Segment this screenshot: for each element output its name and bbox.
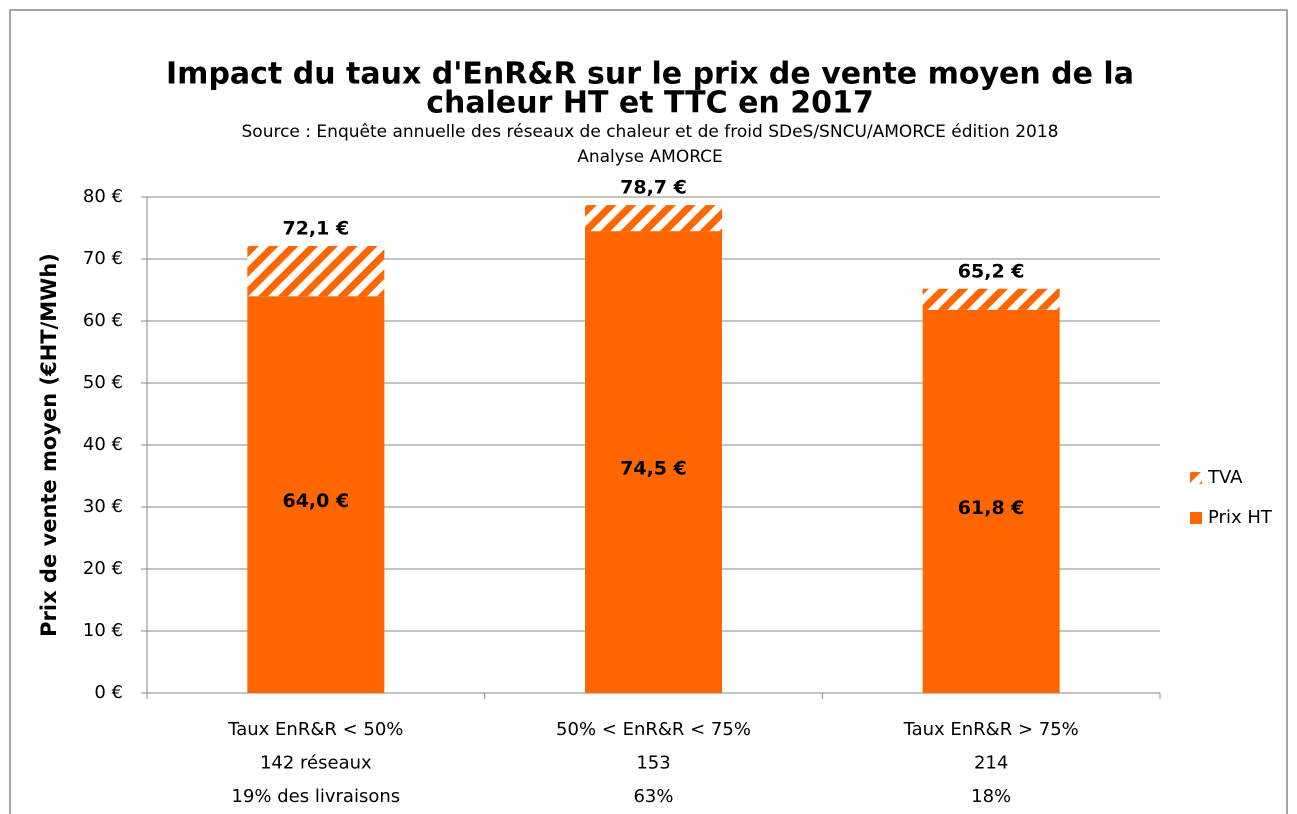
data-label: 74,5 € — [620, 458, 687, 480]
y-tick-label: 80 € — [83, 186, 123, 207]
bar-segment — [247, 245, 385, 297]
legend-swatch — [1190, 512, 1202, 524]
x-tick-label: 18% — [971, 786, 1011, 807]
x-tick-label: 63% — [633, 786, 673, 807]
bar-segment — [585, 205, 722, 232]
y-tick-label: 50 € — [83, 372, 123, 393]
x-tick-label: 19% des livraisons — [232, 786, 401, 807]
total-label: 78,7 € — [620, 177, 687, 199]
y-tick-label: 70 € — [83, 248, 123, 269]
y-tick-label: 10 € — [83, 620, 123, 641]
data-label: 61,8 € — [958, 497, 1025, 519]
chart-subtitle: Source : Enquête annuelle des réseaux de… — [242, 122, 1059, 142]
y-tick-label: 20 € — [83, 558, 123, 579]
total-label: 65,2 € — [958, 260, 1025, 282]
y-tick-label: 0 € — [94, 682, 123, 703]
y-tick-label: 40 € — [83, 434, 123, 455]
bar-segment — [922, 288, 1060, 310]
legend-label: TVA — [1207, 467, 1243, 488]
y-axis-label: Prix de vente moyen (€HT/MWh) — [37, 253, 61, 637]
chart-title: chaleur HT et TTC en 2017 — [426, 86, 873, 121]
total-label: 72,1 € — [282, 217, 349, 239]
y-tick-label: 30 € — [83, 496, 123, 517]
x-tick-label: 142 réseaux — [260, 753, 372, 774]
x-tick-label: Taux EnR&R > 75% — [903, 719, 1079, 740]
x-tick-label: Taux EnR&R < 50% — [227, 719, 403, 740]
legend-label: Prix HT — [1208, 507, 1273, 528]
legend-swatch — [1190, 472, 1202, 484]
chart-subtitle: Analyse AMORCE — [577, 147, 723, 167]
data-label: 64,0 € — [282, 490, 349, 512]
bar-segment — [247, 296, 385, 693]
x-tick-label: 153 — [636, 753, 670, 774]
chart-title: Impact du taux d'EnR&R sur le prix de ve… — [166, 57, 1134, 92]
bar-segment — [585, 231, 722, 693]
x-tick-label: 214 — [974, 753, 1008, 774]
x-tick-label: 50% < EnR&R < 75% — [556, 719, 751, 740]
bar-segment — [922, 309, 1060, 693]
y-tick-label: 60 € — [83, 310, 123, 331]
